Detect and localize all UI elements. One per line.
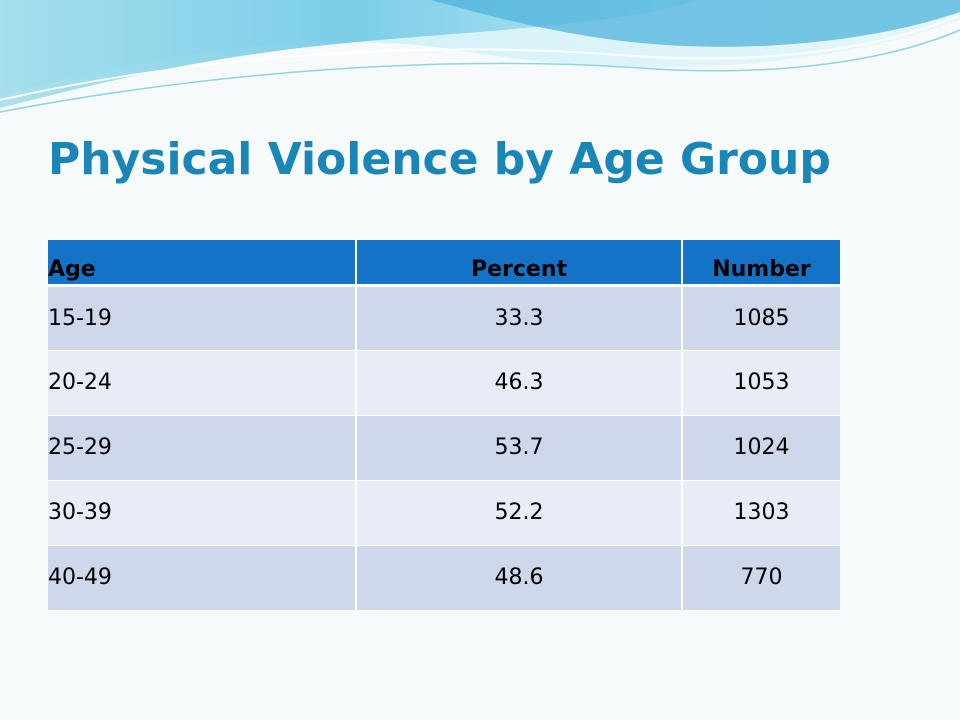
cell-number: 1024	[682, 415, 840, 481]
cell-age: 20-24	[48, 350, 357, 416]
cell-percent: 33.3	[356, 285, 683, 351]
cell-percent: 53.7	[356, 415, 683, 481]
slide-title: Physical Violence by Age Group	[48, 134, 831, 185]
cell-percent: 52.2	[356, 480, 683, 546]
cell-age: 15-19	[48, 285, 357, 351]
table-row: 40-49 48.6 770	[48, 545, 840, 611]
table-row: 25-29 53.7 1024	[48, 415, 840, 481]
header-percent: Percent	[356, 240, 683, 287]
table-row: 15-19 33.3 1085	[48, 285, 840, 351]
cell-number: 1085	[682, 285, 840, 351]
cell-age: 30-39	[48, 480, 357, 546]
cell-percent: 46.3	[356, 350, 683, 416]
cell-number: 770	[682, 545, 840, 611]
cell-age: 40-49	[48, 545, 357, 611]
decorative-wave-banner	[0, 0, 960, 113]
header-number: Number	[682, 240, 840, 287]
cell-number: 1303	[682, 480, 840, 546]
table-row: 20-24 46.3 1053	[48, 350, 840, 416]
cell-percent: 48.6	[356, 545, 683, 611]
cell-number: 1053	[682, 350, 840, 416]
table-header-row: Age Percent Number	[48, 240, 840, 287]
cell-age: 25-29	[48, 415, 357, 481]
table-row: 30-39 52.2 1303	[48, 480, 840, 546]
header-age: Age	[48, 240, 357, 287]
age-group-table: Age Percent Number 15-19 33.3 1085 20-24…	[48, 240, 840, 611]
